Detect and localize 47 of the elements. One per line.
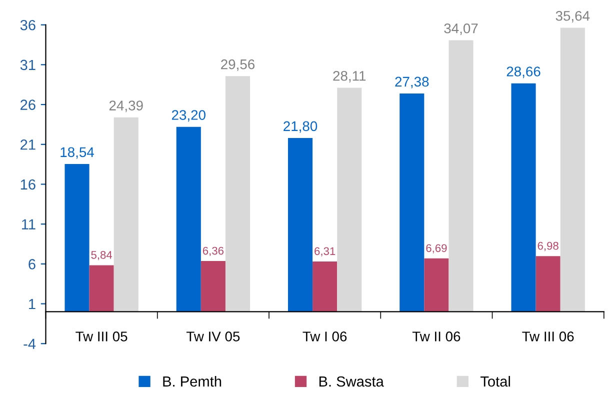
bar xyxy=(225,76,250,312)
x-tick-label: Tw III 06 xyxy=(522,332,574,342)
bar xyxy=(511,83,536,312)
legend-label: B. Swasta xyxy=(319,376,384,387)
data-label: 27,38 xyxy=(395,76,429,88)
y-tick-label: 6 xyxy=(28,259,36,270)
bar xyxy=(448,40,474,312)
y-tick-label: 36 xyxy=(20,20,36,30)
data-label: 6,31 xyxy=(314,247,336,256)
legend-label: B. Pemth xyxy=(163,376,222,387)
data-label: 23,20 xyxy=(172,110,206,122)
bar xyxy=(400,94,424,312)
data-label: 5,84 xyxy=(91,250,112,260)
data-label: 18,54 xyxy=(60,147,94,159)
bar xyxy=(536,256,560,312)
bar xyxy=(114,117,138,312)
data-label: 24,39 xyxy=(109,100,143,112)
y-tick-label: 1 xyxy=(29,299,36,310)
data-label: 6,69 xyxy=(426,244,447,254)
bar xyxy=(424,258,449,312)
y-tick-label: -4 xyxy=(24,338,36,349)
x-tick-label: Tw II 06 xyxy=(412,332,460,342)
bar xyxy=(288,138,313,312)
y-tick-label: 11 xyxy=(22,219,36,230)
data-label: 6,98 xyxy=(538,242,558,252)
y-tick-label: 26 xyxy=(20,100,36,110)
bar xyxy=(337,88,362,312)
x-tick-label: Tw III 05 xyxy=(76,332,128,342)
y-tick-label: 21 xyxy=(20,139,36,150)
bar xyxy=(560,28,585,312)
x-tick-label: Tw IV 05 xyxy=(186,332,240,342)
y-tick-label: 16 xyxy=(20,179,36,190)
bar xyxy=(64,164,90,312)
x-tick-label: Tw I 06 xyxy=(302,332,347,342)
data-label: 28,66 xyxy=(506,66,540,78)
legend-label: Total xyxy=(480,376,510,387)
bar xyxy=(312,261,338,312)
bar xyxy=(200,261,226,312)
bar xyxy=(176,126,201,312)
data-label: 6,36 xyxy=(202,246,224,256)
data-label: 21,80 xyxy=(284,121,318,133)
data-label: 34,07 xyxy=(444,23,478,35)
bar xyxy=(89,265,114,312)
data-label: 35,64 xyxy=(556,10,590,22)
data-label: 28,11 xyxy=(333,70,366,82)
data-label: 29,56 xyxy=(221,59,255,71)
y-tick-label: 31 xyxy=(20,60,36,70)
